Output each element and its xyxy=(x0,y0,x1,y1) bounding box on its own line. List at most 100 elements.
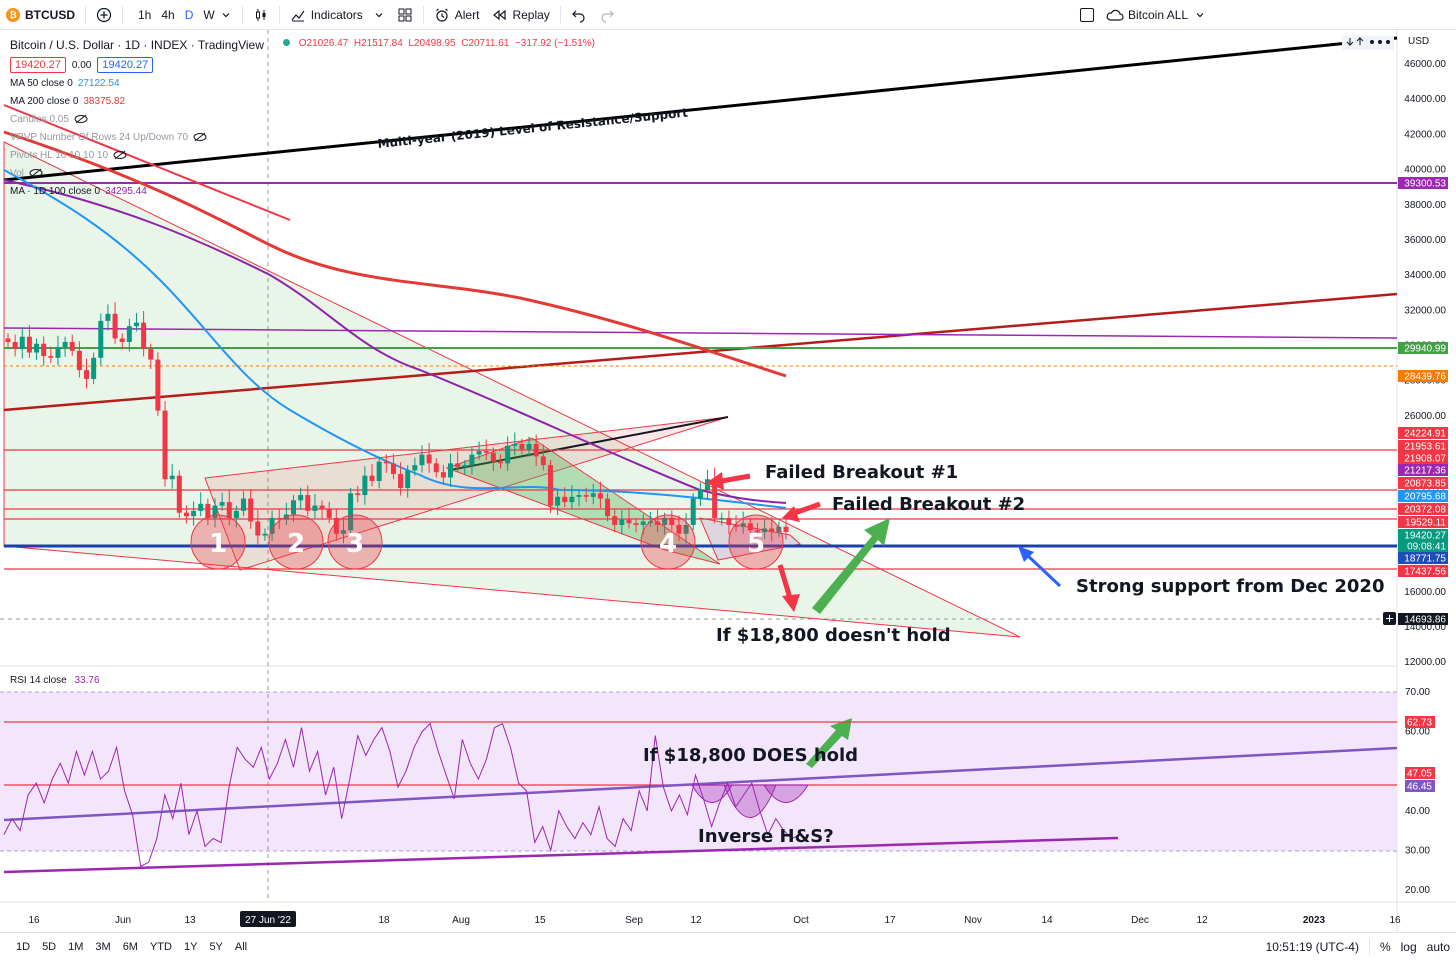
candle-body xyxy=(590,493,596,497)
symbol-label: BTCUSD xyxy=(25,7,75,22)
down-arrow-icon[interactable] xyxy=(1346,38,1354,46)
bottom-divider xyxy=(1368,939,1370,955)
candle-body xyxy=(633,523,639,525)
candle-body xyxy=(291,500,297,515)
head xyxy=(723,784,777,818)
candle-body xyxy=(505,445,511,464)
ohlc-high: H21517.84 xyxy=(353,38,403,49)
price-tick: 38000.00 xyxy=(1404,200,1446,211)
candle-body xyxy=(733,524,739,527)
log-toggle[interactable]: log xyxy=(1400,940,1417,954)
compare-label[interactable]: Bitcoin ALL xyxy=(1128,8,1189,22)
candle-body xyxy=(405,470,411,489)
templates-button[interactable] xyxy=(391,0,419,30)
chevron-down-icon[interactable] xyxy=(1194,9,1206,21)
range-1m[interactable]: 1M xyxy=(68,940,84,953)
eye-off-icon[interactable] xyxy=(193,132,207,142)
red-upper-trend[interactable] xyxy=(3,104,291,221)
undo-button[interactable] xyxy=(565,0,593,30)
ask-box[interactable]: 19420.27 xyxy=(97,57,154,73)
price-tag: 19420.27 xyxy=(1404,531,1446,542)
candles-label[interactable]: Candles 0.05 xyxy=(10,113,69,125)
bid-box[interactable]: 19420.27 xyxy=(10,57,66,73)
interval-4h[interactable]: 4h xyxy=(161,7,175,22)
interval-d[interactable]: D xyxy=(184,7,194,22)
dot-icon[interactable] xyxy=(1370,40,1374,44)
candle-body xyxy=(219,502,225,506)
pivots-label[interactable]: Pivots HL 10 10 10 10 xyxy=(10,149,109,161)
candle-body xyxy=(769,528,775,533)
rsi-tick: 60.00 xyxy=(1405,727,1430,738)
eye-off-icon[interactable] xyxy=(74,114,88,124)
indicators-button[interactable]: Indicators xyxy=(284,0,391,30)
candle-body xyxy=(448,463,454,478)
candle-body xyxy=(747,523,753,531)
dot-icon[interactable] xyxy=(1378,40,1382,44)
range-ytd[interactable]: YTD xyxy=(149,940,172,953)
range-1d[interactable]: 1D xyxy=(16,940,31,953)
rsi-upper-trend[interactable] xyxy=(3,746,1398,822)
range-3m[interactable]: 3M xyxy=(95,940,111,953)
price-tick: 44000.00 xyxy=(1404,94,1446,105)
ma100-value: 34295.44 xyxy=(105,185,147,197)
eye-off-icon[interactable] xyxy=(29,168,43,178)
rsi-lower-trend[interactable] xyxy=(3,836,1119,874)
add-symbol-button[interactable] xyxy=(90,0,118,30)
replay-button[interactable]: Replay xyxy=(485,0,555,30)
symbol-search[interactable]: ₿ BTCUSD xyxy=(0,0,81,30)
support-label: Strong support from Dec 2020 xyxy=(1076,576,1384,597)
eye-off-icon[interactable] xyxy=(113,150,127,160)
price-tag-bg xyxy=(1398,370,1448,382)
chevron-down-icon[interactable] xyxy=(220,9,232,21)
plus-icon xyxy=(1386,615,1393,622)
vol-label[interactable]: Vol xyxy=(10,167,24,179)
auto-toggle[interactable]: auto xyxy=(1426,940,1450,954)
rsi-tick: 20.00 xyxy=(1405,885,1430,896)
redo-button[interactable] xyxy=(593,0,621,30)
ma200-label[interactable]: MA 200 close 0 xyxy=(10,95,79,107)
price-tag: 19529.11 xyxy=(1405,518,1446,529)
crosshair-plus[interactable] xyxy=(1383,612,1396,625)
arrow-failed2 xyxy=(791,501,821,517)
price-tag: 21953.61 xyxy=(1404,442,1446,453)
falling-channel[interactable] xyxy=(445,437,721,565)
cloud-icon xyxy=(1106,9,1124,21)
currency-label[interactable]: USD xyxy=(1408,36,1429,47)
grid-icon xyxy=(398,8,412,21)
range-1y[interactable]: 1Y xyxy=(183,940,198,953)
interval-w[interactable]: W xyxy=(203,7,215,22)
rsi-legend: RSI 14 close 33.76 xyxy=(10,675,100,686)
chart-type-button[interactable] xyxy=(247,0,275,30)
rsi-line xyxy=(3,722,801,867)
time-axis[interactable]: 16 Jun 13 27 Jun '22 18 Aug 15 Sep 12 Oct 17 Nov 14 D… xyxy=(28,911,1401,927)
legend-title[interactable]: Bitcoin / U.S. Dollar · 1D · INDEX · Tra… xyxy=(10,38,264,52)
candle-body xyxy=(647,521,653,523)
layout-checkbox[interactable] xyxy=(1080,8,1094,22)
ma100-label[interactable]: MA · 1D 100 close 0 xyxy=(10,185,101,197)
up-arrow-icon[interactable] xyxy=(1356,36,1364,45)
long-trend-line[interactable] xyxy=(3,292,1398,412)
candle-body xyxy=(205,503,211,518)
clock[interactable]: 10:51:19 (UTC-4) xyxy=(1265,940,1359,954)
percent-toggle[interactable]: % xyxy=(1379,940,1391,954)
candle-body xyxy=(626,519,632,524)
ma50-label[interactable]: MA 50 close 0 xyxy=(10,77,73,89)
interval-1h[interactable]: 1h xyxy=(138,7,152,22)
plus-circle-icon xyxy=(96,7,112,22)
price-chart[interactable]: 1 2 3 4 5 Multi-year (2019) Level of Res… xyxy=(0,30,1456,932)
dot-icon[interactable] xyxy=(1386,40,1390,44)
vrvp-label[interactable]: VRVP Number Of Rows 24 Up/Down 70 xyxy=(10,131,189,143)
candle-body xyxy=(141,322,147,350)
alert-button[interactable]: Alert xyxy=(428,0,486,30)
multi-year-resistance-line[interactable] xyxy=(3,36,1398,182)
range-6m[interactable]: 6M xyxy=(122,940,138,953)
range-5y[interactable]: 5Y xyxy=(209,940,223,953)
rsi-label[interactable]: RSI 14 close xyxy=(10,675,67,686)
range-5d[interactable]: 5D xyxy=(42,940,57,953)
candle-body xyxy=(169,475,175,480)
rsi-axis[interactable]: 70.00 60.00 40.00 30.00 20.00 xyxy=(1405,687,1430,896)
range-all[interactable]: All xyxy=(234,940,248,953)
purple-range-line[interactable] xyxy=(3,327,1398,339)
candle-body xyxy=(419,454,425,466)
